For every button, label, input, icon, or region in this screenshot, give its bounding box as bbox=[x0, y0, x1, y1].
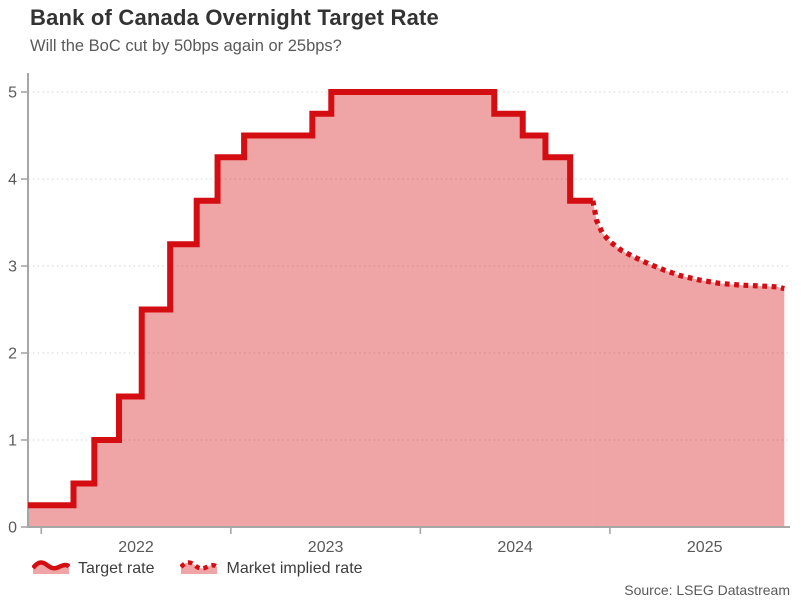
market-implied-rate-swatch-icon bbox=[179, 558, 220, 579]
x-tick-label-2023: 2023 bbox=[308, 539, 344, 556]
legend: Target rate Market implied rate bbox=[31, 558, 363, 579]
legend-item-market-implied-rate[interactable]: Market implied rate bbox=[179, 558, 363, 579]
x-tick-label-2024: 2024 bbox=[497, 539, 533, 556]
market-implied-rate-line bbox=[590, 200, 785, 292]
target-rate-swatch-icon bbox=[31, 558, 71, 579]
legend-label-market-implied-rate: Market implied rate bbox=[226, 559, 363, 577]
source-attribution: Source: LSEG Datastream bbox=[624, 582, 790, 598]
y-tick-label-0: 0 bbox=[8, 520, 17, 537]
page-subtitle: Will the BoC cut by 50bps again or 25bps… bbox=[30, 37, 342, 55]
x-tick-label-2025: 2025 bbox=[687, 539, 723, 556]
market-implied-area bbox=[592, 200, 785, 527]
legend-item-target-rate[interactable]: Target rate bbox=[31, 558, 155, 579]
target-rate-line bbox=[28, 89, 593, 509]
target-rate-area bbox=[28, 92, 593, 527]
y-tick-label-3: 3 bbox=[8, 259, 17, 276]
y-tick-label-5: 5 bbox=[8, 85, 17, 102]
page-title: Bank of Canada Overnight Target Rate bbox=[30, 5, 439, 30]
legend-label-target-rate: Target rate bbox=[78, 559, 155, 577]
y-tick-label-4: 4 bbox=[8, 172, 17, 189]
y-tick-label-1: 1 bbox=[8, 433, 17, 450]
x-tick-label-2022: 2022 bbox=[118, 539, 154, 556]
y-tick-label-2: 2 bbox=[8, 346, 17, 363]
